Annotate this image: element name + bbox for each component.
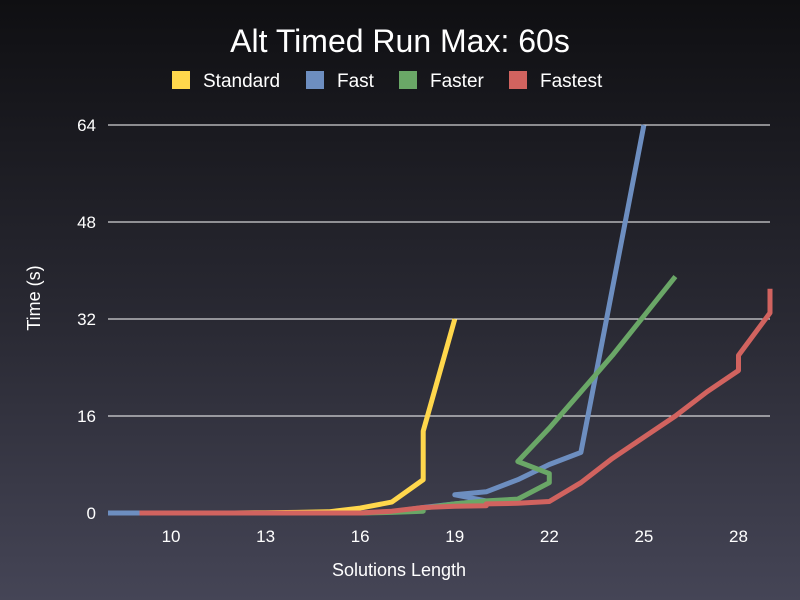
series-line-fastest bbox=[139, 288, 773, 516]
legend-label: Standard bbox=[203, 71, 280, 92]
legend-label: Fast bbox=[337, 71, 375, 92]
y-axis-label: Time (s) bbox=[24, 265, 44, 330]
legend-swatch bbox=[509, 71, 527, 89]
legend-swatch bbox=[306, 71, 324, 89]
x-tick-label: 25 bbox=[634, 527, 653, 546]
x-axis-label: Solutions Length bbox=[332, 560, 466, 580]
chart-title: Alt Timed Run Max: 60s bbox=[230, 23, 570, 59]
y-tick-label: 16 bbox=[77, 407, 96, 426]
legend-swatch bbox=[399, 71, 417, 89]
legend-label: Fastest bbox=[540, 71, 603, 92]
grid bbox=[108, 124, 770, 417]
legend-swatch bbox=[172, 71, 190, 89]
x-tick-label: 13 bbox=[256, 527, 275, 546]
x-tick-label: 16 bbox=[351, 527, 370, 546]
x-axis-ticks: 10 13 16 19 22 25 28 bbox=[162, 527, 748, 546]
x-tick-label: 19 bbox=[445, 527, 464, 546]
y-tick-label: 48 bbox=[77, 213, 96, 232]
series-lines bbox=[108, 124, 773, 516]
y-tick-label: 64 bbox=[77, 116, 96, 135]
y-tick-label: 0 bbox=[87, 504, 96, 523]
legend: Standard Fast Faster Fastest bbox=[172, 71, 603, 92]
x-tick-label: 22 bbox=[540, 527, 559, 546]
y-axis-ticks: 0 16 32 48 64 bbox=[77, 116, 96, 523]
legend-label: Faster bbox=[430, 71, 485, 92]
y-tick-label: 32 bbox=[77, 310, 96, 329]
x-tick-label: 28 bbox=[729, 527, 748, 546]
x-tick-label: 10 bbox=[162, 527, 181, 546]
